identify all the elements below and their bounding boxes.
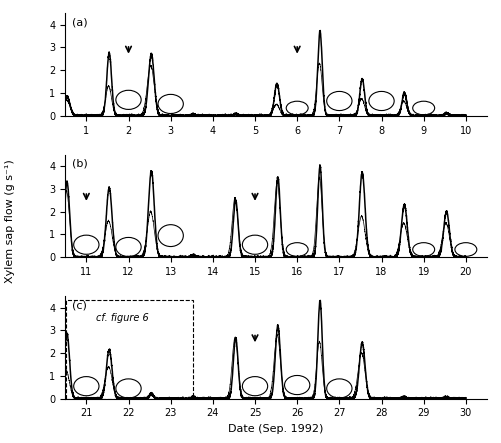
Text: Xylem sap flow (g s⁻¹): Xylem sap flow (g s⁻¹) — [5, 159, 15, 284]
Text: (c): (c) — [72, 300, 86, 310]
Text: (a): (a) — [72, 17, 87, 27]
Text: cf. figure 6: cf. figure 6 — [96, 313, 148, 323]
Bar — [66, 299, 192, 399]
Text: (b): (b) — [72, 159, 87, 169]
X-axis label: Date (Sep. 1992): Date (Sep. 1992) — [228, 424, 323, 434]
